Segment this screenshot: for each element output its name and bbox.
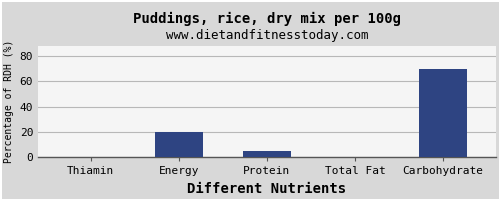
Bar <box>154 132 203 157</box>
Y-axis label: Percentage of RDH (%): Percentage of RDH (%) <box>4 40 14 163</box>
Bar <box>419 69 467 157</box>
Text: Puddings, rice, dry mix per 100g: Puddings, rice, dry mix per 100g <box>133 12 401 26</box>
Bar <box>243 151 291 157</box>
Text: www.dietandfitnesstoday.com: www.dietandfitnesstoday.com <box>166 29 368 42</box>
X-axis label: Different Nutrients: Different Nutrients <box>188 182 346 196</box>
